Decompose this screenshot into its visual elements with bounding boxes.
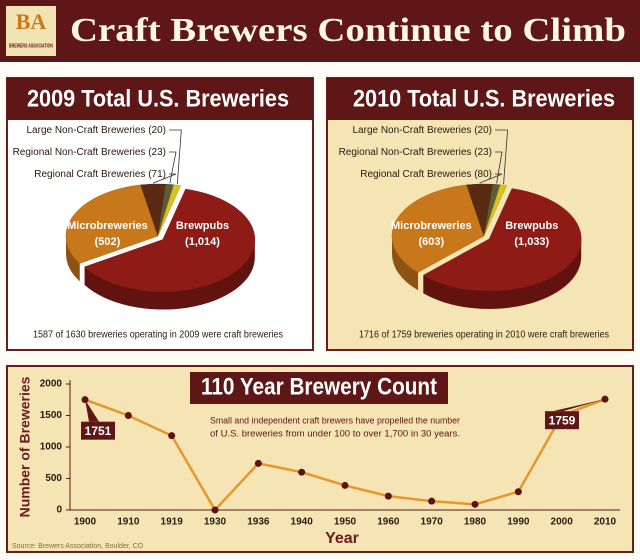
x-tick-label: 1990 bbox=[507, 517, 530, 528]
y-tick-label: 0 bbox=[56, 505, 62, 516]
slice-value: (71) bbox=[148, 169, 166, 180]
pie-slice bbox=[157, 184, 182, 237]
pie-slice-side bbox=[66, 236, 80, 282]
slice-name: Large Non-Craft Breweries bbox=[352, 125, 471, 136]
annotation: Small and independent craft brewers have… bbox=[210, 415, 460, 425]
slice-value: (502) bbox=[95, 236, 121, 248]
marker bbox=[471, 500, 479, 508]
slice-label: Brewpubs (1,014) bbox=[176, 220, 229, 248]
pie-slice-side bbox=[392, 236, 419, 291]
line-title-box bbox=[190, 372, 448, 404]
callout-label: 1759 bbox=[549, 413, 576, 427]
x-tick-label: 1940 bbox=[291, 517, 314, 528]
slice-label: Regional Non-Craft Breweries (23) bbox=[13, 147, 166, 158]
x-tick-label: 1980 bbox=[464, 517, 487, 528]
y-tick-label: 2000 bbox=[40, 379, 63, 390]
pie-note: 1587 of 1630 breweries operating in 2009… bbox=[33, 330, 283, 341]
slice-value: (603) bbox=[418, 236, 444, 248]
marker bbox=[168, 432, 176, 440]
leader-line bbox=[169, 151, 177, 184]
pie-slice bbox=[65, 184, 159, 264]
slice-value: (23) bbox=[474, 147, 492, 158]
marker bbox=[211, 506, 219, 514]
pie-slice-side bbox=[84, 239, 255, 310]
x-tick-label: 1950 bbox=[334, 517, 357, 528]
annotation: of U.S. breweries from under 100 to over… bbox=[210, 428, 460, 438]
slice-value: (20) bbox=[474, 125, 492, 136]
x-tick-label: 2010 bbox=[594, 517, 617, 528]
x-tick-label: 1919 bbox=[161, 517, 184, 528]
leader-line bbox=[479, 173, 503, 184]
slice-value: (80) bbox=[474, 169, 492, 180]
line-title: 110 Year Brewery Count bbox=[201, 373, 437, 400]
logo-box bbox=[6, 6, 56, 56]
x-tick-label: 1970 bbox=[421, 517, 444, 528]
slice-label: Microbreweries (603) bbox=[391, 220, 472, 248]
pie-slice bbox=[483, 184, 508, 237]
marker bbox=[384, 492, 392, 500]
x-tick-label: 1910 bbox=[117, 517, 140, 528]
y-tick-label: 500 bbox=[45, 473, 62, 484]
leader-line bbox=[169, 129, 182, 185]
y-tick-label: 1500 bbox=[40, 410, 63, 421]
slice-label: Regional Craft Breweries (71) bbox=[34, 169, 166, 180]
slice-name: Brewpubs bbox=[505, 220, 558, 232]
pie-slice bbox=[391, 184, 485, 273]
pie-slice bbox=[422, 188, 582, 292]
callout-box bbox=[545, 411, 579, 430]
callout-label: 1751 bbox=[85, 424, 112, 438]
logo: BA bbox=[16, 9, 47, 34]
slice-label: Microbreweries (502) bbox=[67, 220, 148, 248]
panel-title-bar bbox=[7, 78, 313, 120]
y-axis-label: Number of Breweries bbox=[17, 376, 33, 517]
pie-slice bbox=[84, 188, 256, 292]
leader-line bbox=[153, 173, 177, 184]
callout-box bbox=[81, 421, 115, 440]
slice-value: (1,033) bbox=[514, 236, 549, 248]
slice-name: Microbreweries bbox=[391, 220, 472, 232]
x-axis-label: Year bbox=[325, 530, 359, 547]
slice-name: Regional Craft Breweries bbox=[360, 169, 471, 180]
logo-subtitle: BREWERS ASSOCIATION bbox=[9, 43, 53, 49]
pie-title: 2010 Total U.S. Breweries bbox=[353, 85, 615, 112]
marker bbox=[254, 459, 262, 467]
x-tick-label: 1930 bbox=[204, 517, 227, 528]
leader-line bbox=[495, 151, 503, 184]
page-title: Craft Brewers Continue to Climb bbox=[70, 12, 626, 49]
marker bbox=[514, 488, 522, 496]
slice-label: Large Non-Craft Breweries (20) bbox=[26, 125, 166, 136]
pie-slice-side bbox=[423, 239, 582, 310]
slice-value: (23) bbox=[148, 147, 166, 158]
slice-name: Regional Non-Craft Breweries bbox=[339, 147, 472, 158]
marker bbox=[428, 497, 436, 505]
marker bbox=[341, 481, 349, 489]
panel-title-bar bbox=[327, 78, 633, 120]
x-tick-label: 2000 bbox=[551, 517, 574, 528]
leader-line bbox=[495, 129, 508, 185]
slice-label: Regional Craft Breweries (80) bbox=[360, 169, 492, 180]
marker bbox=[298, 468, 306, 476]
slice-label: Regional Non-Craft Breweries (23) bbox=[339, 147, 492, 158]
callout-pointer bbox=[85, 399, 99, 422]
x-tick-label: 1936 bbox=[247, 517, 270, 528]
slice-name: Regional Craft Breweries bbox=[34, 169, 145, 180]
slice-value: (20) bbox=[148, 125, 166, 136]
pie-note: 1716 of 1759 breweries operating in 2010… bbox=[359, 330, 609, 341]
slice-name: Large Non-Craft Breweries bbox=[26, 125, 145, 136]
slice-name: Brewpubs bbox=[176, 220, 229, 232]
y-tick-label: 1000 bbox=[40, 442, 63, 453]
slice-name: Microbreweries bbox=[67, 220, 148, 232]
pie-title: 2009 Total U.S. Breweries bbox=[27, 85, 289, 112]
source: Source: Brewers Association, Boulder, CO bbox=[12, 543, 144, 550]
callout-pointer bbox=[553, 399, 605, 412]
x-tick-label: 1960 bbox=[377, 517, 400, 528]
slice-label: Brewpubs (1,033) bbox=[505, 220, 558, 248]
slice-name: Regional Non-Craft Breweries bbox=[13, 147, 146, 158]
slice-label: Large Non-Craft Breweries (20) bbox=[352, 125, 492, 136]
header-bar bbox=[0, 0, 640, 62]
marker bbox=[124, 412, 132, 419]
slice-value: (1,014) bbox=[185, 236, 220, 248]
x-tick-label: 1900 bbox=[74, 517, 97, 528]
